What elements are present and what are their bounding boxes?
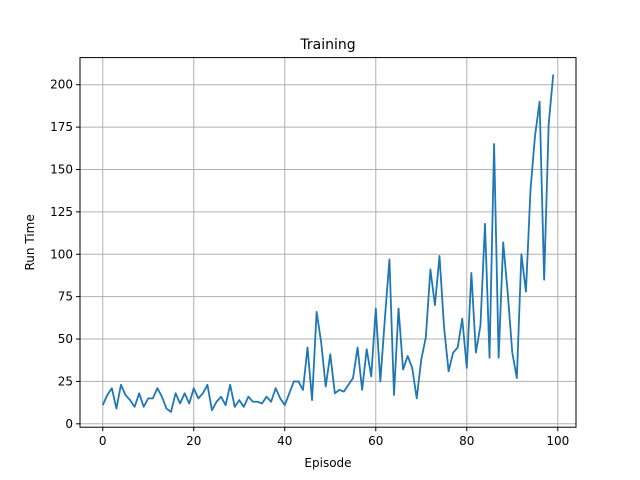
x-tick-label: 60	[368, 434, 383, 448]
y-tick-label: 100	[50, 247, 73, 261]
series-line	[101, 74, 555, 413]
y-tick-label: 0	[65, 417, 73, 431]
axis-ticks: 0 20 40 60 80 100 0 25 50 75 100 125 150 175 200	[50, 78, 569, 448]
y-tick-label: 75	[58, 290, 73, 304]
x-tick-label: 0	[99, 434, 107, 448]
x-tick-label: 20	[186, 434, 201, 448]
x-axis-label: Episode	[304, 456, 351, 470]
x-tick-label: 80	[459, 434, 474, 448]
plot-frame	[79, 57, 577, 428]
y-tick-label: 200	[50, 78, 73, 92]
y-tick-label: 125	[50, 205, 73, 219]
chart-title: Training	[299, 37, 355, 53]
y-tick-label: 175	[50, 120, 73, 134]
y-tick-label: 150	[50, 162, 73, 176]
y-tick-label: 50	[58, 332, 73, 346]
x-tick-label: 100	[546, 434, 569, 448]
x-tick-label: 40	[277, 434, 292, 448]
y-axis-label: Run Time	[23, 214, 37, 270]
y-tick-label: 25	[58, 374, 73, 388]
